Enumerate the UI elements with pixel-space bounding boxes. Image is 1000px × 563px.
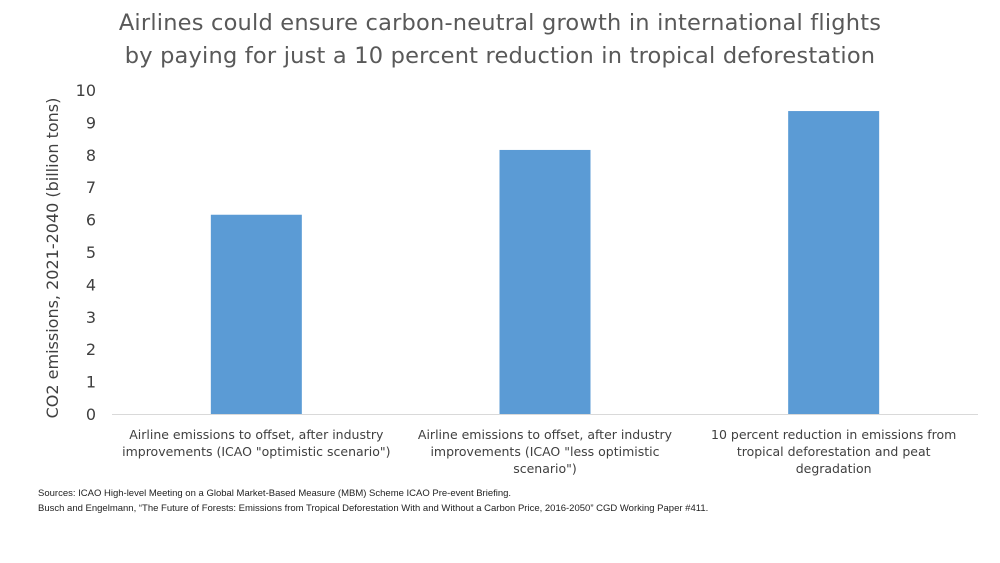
y-tick-label: 7 xyxy=(86,178,96,197)
x-category-label: improvements (ICAO "less optimistic xyxy=(430,444,659,459)
y-tick-label: 8 xyxy=(86,146,96,165)
bar xyxy=(210,214,302,414)
y-tick-label: 0 xyxy=(86,405,96,424)
y-tick-label: 3 xyxy=(86,308,96,327)
y-tick-label: 4 xyxy=(86,275,96,294)
y-tick-label: 5 xyxy=(86,243,96,262)
x-category-label: Airline emissions to offset, after indus… xyxy=(418,427,673,442)
chart-title-line-1: Airlines could ensure carbon-neutral gro… xyxy=(118,10,882,36)
y-tick-label: 10 xyxy=(76,81,96,100)
bar xyxy=(788,111,880,414)
x-category-label: improvements (ICAO "optimistic scenario"… xyxy=(122,444,390,459)
y-tick-label: 1 xyxy=(86,373,96,392)
x-category-label: degradation xyxy=(796,461,872,476)
y-axis-ticks: 0 1 2 3 4 5 6 7 8 9 10 xyxy=(76,81,96,424)
bar xyxy=(499,149,591,414)
x-category-label: 10 percent reduction in emissions from xyxy=(711,427,956,442)
x-axis-labels: Airline emissions to offset, after indus… xyxy=(122,427,956,476)
x-category-label: Airline emissions to offset, after indus… xyxy=(129,427,384,442)
y-tick-label: 2 xyxy=(86,340,96,359)
source-note-2: Busch and Engelmann, “The Future of Fore… xyxy=(38,503,709,514)
chart-title-line-2: by paying for just a 10 percent reductio… xyxy=(124,43,876,69)
x-category-label: tropical deforestation and peat xyxy=(737,444,931,459)
y-axis-label: CO2 emissions, 2021-2040 (billion tons) xyxy=(43,98,62,419)
y-tick-label: 6 xyxy=(86,211,96,230)
bars xyxy=(210,111,880,414)
x-category-label: scenario") xyxy=(513,461,577,476)
y-tick-label: 9 xyxy=(86,113,96,132)
source-note-1: Sources: ICAO High-level Meeting on a Gl… xyxy=(38,488,512,499)
